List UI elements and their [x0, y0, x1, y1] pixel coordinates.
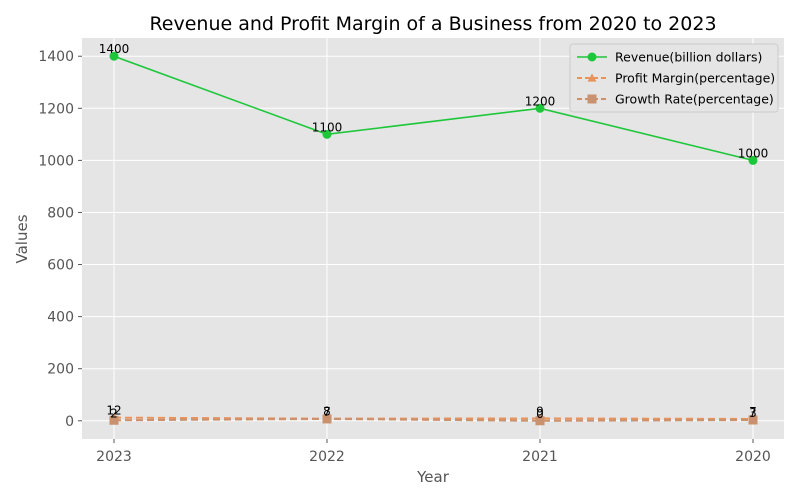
data-point: [322, 414, 332, 424]
x-tick-label: 2020: [735, 449, 771, 465]
grid: [82, 38, 784, 439]
series: [109, 51, 758, 426]
x-axis-label: Year: [416, 468, 450, 486]
data-labels: 1400 1100 1200 1000 12 8 9 7 2 7 0 3: [99, 42, 769, 421]
data-label: 0: [536, 407, 544, 421]
data-label: 7: [323, 405, 331, 419]
legend-entry: Growth Rate(percentage): [615, 92, 774, 107]
series-line: [113, 55, 754, 162]
data-label: 1100: [312, 120, 343, 134]
x-ticks: 2023 2022 2021 2020: [96, 439, 771, 465]
data-label: 1200: [525, 94, 556, 108]
y-tick-label: 1000: [38, 153, 74, 169]
data-point: [748, 415, 758, 425]
legend: Revenue(billion dollars) Profit Margin(pe…: [569, 43, 779, 113]
data-label: 3: [749, 406, 757, 420]
data-point: [109, 51, 119, 61]
y-tick-label: 200: [47, 362, 74, 378]
y-axis-label: Values: [13, 214, 31, 263]
data-point: [748, 155, 758, 165]
data-label: 7: [749, 405, 757, 419]
legend-entry: Profit Margin(percentage): [615, 71, 775, 86]
y-tick-label: 0: [65, 414, 74, 430]
series-line: [113, 416, 754, 420]
x-tick-label: 2023: [96, 449, 132, 465]
data-point: [109, 415, 119, 425]
x-tick-label: 2022: [309, 449, 345, 465]
chart-title: Revenue and Profit Margin of a Business …: [149, 13, 716, 35]
data-label: 1000: [738, 146, 769, 160]
y-tick-label: 400: [47, 310, 74, 326]
y-tick-label: 1200: [38, 101, 74, 117]
y-tick-label: 1400: [38, 49, 74, 65]
legend-box: [569, 43, 779, 113]
x-tick-label: 2021: [522, 449, 558, 465]
legend-marker: [587, 52, 597, 62]
data-point: [535, 103, 545, 113]
data-point: [535, 416, 545, 426]
data-label: 2: [110, 406, 118, 420]
y-tick-label: 800: [47, 205, 74, 221]
legend-marker: [587, 94, 597, 104]
series-line: [113, 417, 754, 422]
y-tick-label: 600: [47, 258, 74, 274]
legend-entry: Revenue(billion dollars): [615, 50, 762, 65]
data-label: 12: [106, 404, 121, 418]
y-ticks: 0 200 400 600 800 1000 1200 1400: [38, 49, 82, 430]
data-label: 8: [323, 405, 331, 419]
data-label: 1400: [99, 42, 130, 56]
data-point: [322, 129, 332, 139]
data-label: 9: [536, 404, 544, 418]
legend-marker: [587, 73, 597, 82]
